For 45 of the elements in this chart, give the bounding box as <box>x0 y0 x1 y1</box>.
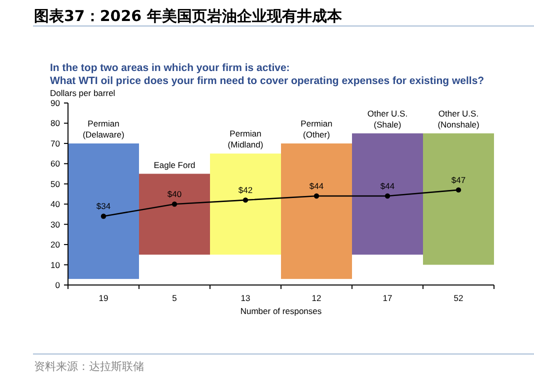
data-label: $42 <box>238 185 253 196</box>
bar <box>352 133 423 255</box>
y-tick-label: 80 <box>50 118 60 128</box>
y-axis-title: Dollars per barrel <box>50 88 116 98</box>
y-tick-label: 70 <box>50 138 60 148</box>
data-label: $34 <box>96 201 111 212</box>
bar <box>281 143 352 279</box>
x-tick-label: 5 <box>172 293 178 303</box>
data-label: $40 <box>167 189 182 200</box>
point <box>172 202 178 207</box>
x-axis-title: Number of responses <box>240 306 322 316</box>
text: 资料来源：达拉斯联储 <box>34 360 144 373</box>
x-tick-label: 19 <box>98 293 108 303</box>
annotation: Permian (Delaware) <box>82 118 124 140</box>
y-tick-label: 10 <box>50 260 60 270</box>
x-tick-label: 17 <box>382 293 392 303</box>
annotation: Permian (Other) <box>300 118 333 140</box>
bar <box>210 154 281 255</box>
point <box>456 187 462 193</box>
x-tick-label: 12 <box>312 293 322 303</box>
y-tick-label: 50 <box>50 178 60 189</box>
y-tick-label: 90 <box>50 98 60 108</box>
annotation: Eagle Ford <box>154 160 196 170</box>
y-tick-label: 20 <box>50 240 60 250</box>
bar <box>139 174 210 255</box>
chart-title: 图表37：2026 年美国页岩油企业现有井成本 <box>34 7 343 25</box>
point <box>314 193 320 199</box>
x-tick-label: 13 <box>240 293 250 303</box>
point <box>100 214 106 219</box>
point <box>384 193 390 199</box>
bar <box>423 133 494 265</box>
annotation: Other U.S. (Nonshale) <box>438 108 480 130</box>
point <box>242 197 248 203</box>
y-tick-label: 30 <box>50 219 60 230</box>
chart-subtitle: In the top two areas in which your firm is active: What WTI oil price does your firm need to cover operating expenses for existing wells? <box>50 62 484 87</box>
data-label: $44 <box>309 181 324 192</box>
data-label: $47 <box>451 174 466 185</box>
data-label: $44 <box>380 181 395 192</box>
bar <box>68 143 139 279</box>
y-tick-label: 0 <box>55 280 60 290</box>
annotation: Other U.S. (Shale) <box>367 108 408 130</box>
y-tick-label: 60 <box>50 158 60 169</box>
x-tick-label: 52 <box>454 293 464 303</box>
annotation: Permian (Midland) <box>228 128 264 150</box>
y-tick-label: 40 <box>50 199 60 210</box>
